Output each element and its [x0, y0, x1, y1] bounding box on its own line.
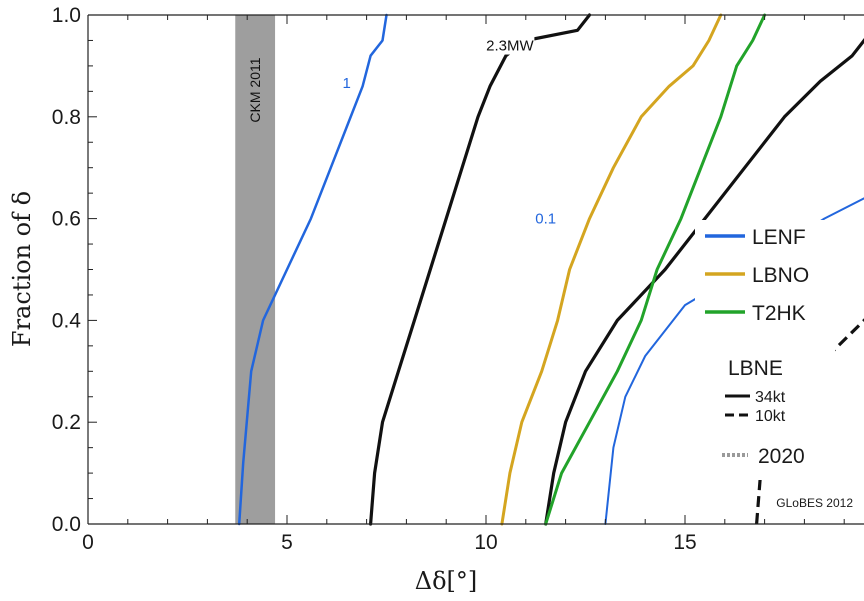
series-line-lbne-2-3mw-0-7mw-4 [544, 38, 864, 526]
legend-group-label: 10kt [755, 408, 786, 425]
legend-group-title: LBNE [728, 357, 783, 380]
y-tick-label: 0.8 [52, 106, 81, 129]
legend-group-label: 34kt [755, 389, 786, 406]
x-tick-label: 15 [673, 531, 696, 554]
legend-entry-label: LBNO [752, 264, 809, 287]
curve-label: 0.1 [535, 211, 556, 228]
globes-credit: GLoBES 2012 [776, 496, 853, 510]
y-tick-label: 0.4 [52, 309, 82, 332]
ckm-band-label: CKM 2011 [247, 57, 263, 122]
ckm-band-layer: CKM 2011 [235, 15, 276, 524]
x-tick-label: 5 [281, 531, 293, 554]
series-line-lbne-2-3mw-3 [369, 13, 592, 526]
y-axis-title: Fraction of δ [8, 191, 36, 347]
legend-group-label: 2020 [758, 445, 805, 468]
y-tick-label: 0.0 [52, 513, 81, 536]
y-tick-label: 1.0 [52, 4, 81, 27]
series-line-lenf-1-0 [237, 13, 388, 526]
legend-entry-label: LENF [752, 226, 806, 249]
ckm-band [235, 15, 276, 524]
axes-frame: 051015202530350.00.20.40.60.81.0Δδ[°]Fra… [8, 4, 864, 595]
series-line-lbno-curve-7 [500, 13, 723, 526]
curve-label: 2.3MW [486, 38, 534, 55]
curve-label: 1 [343, 75, 351, 92]
annotation-bg [485, 35, 535, 55]
x-axis-title: Δδ[°] [415, 567, 478, 595]
annotation-bg [529, 208, 562, 228]
y-tick-label: 0.6 [52, 208, 81, 231]
annotation-bg [339, 73, 354, 93]
x-tick-label: 0 [82, 531, 94, 554]
legend: LENF LBNO T2HK LBNE 34kt 10kt 2020 GLoBES 2012 [695, 220, 853, 510]
x-tick-label: 10 [474, 531, 497, 554]
series-line-lenf-0-1-1 [604, 197, 864, 525]
y-tick-label: 0.2 [52, 411, 81, 434]
legend-background [695, 220, 835, 480]
series-line-t2hk-curve-8 [544, 13, 767, 526]
legend-entry-label: T2HK [752, 302, 806, 325]
